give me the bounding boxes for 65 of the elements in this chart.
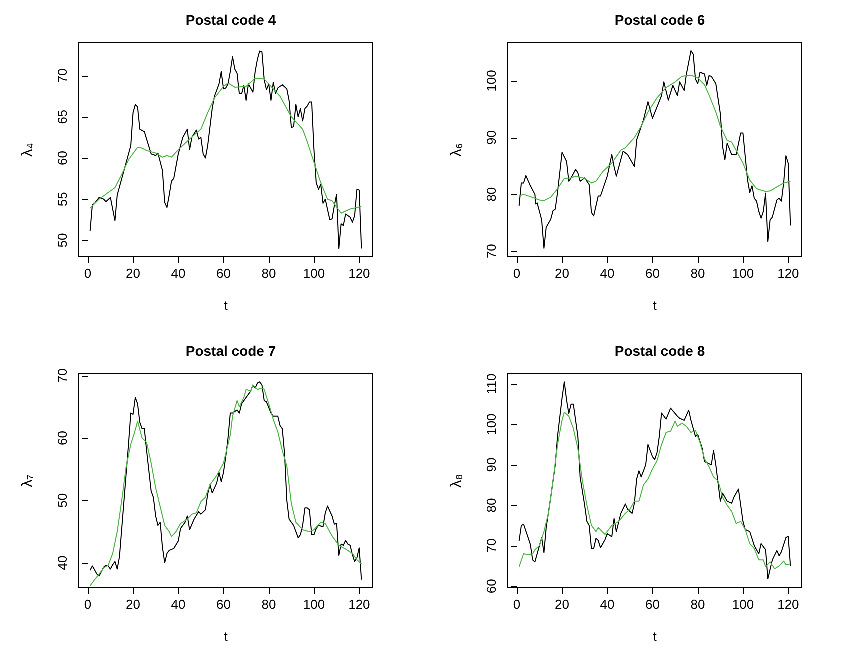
x-axis-title: t <box>224 298 228 313</box>
chart-title: Postal code 7 <box>186 343 276 359</box>
y-tick-label: 90 <box>484 130 499 146</box>
y-axis-title: λ₇ <box>19 474 36 488</box>
chart-title: Postal code 8 <box>614 343 706 359</box>
x-tick-label: 80 <box>262 266 276 281</box>
y-axis-title: λ₄ <box>19 143 36 157</box>
x-tick-label: 120 <box>778 266 800 281</box>
y-tick-label: 65 <box>55 110 70 124</box>
y-tick-label: 60 <box>484 579 499 594</box>
y-axis-title: λ₈ <box>448 474 465 488</box>
y-tick-label: 70 <box>484 244 499 259</box>
x-tick-label: 60 <box>646 266 660 281</box>
x-tick-label: 100 <box>732 266 754 281</box>
y-tick-label: 60 <box>55 150 70 166</box>
x-tick-label: 80 <box>690 266 706 281</box>
y-tick-label: 55 <box>55 192 70 207</box>
y-tick-label: 80 <box>484 498 499 513</box>
line-series <box>90 50 362 250</box>
x-tick-label: 0 <box>513 266 521 281</box>
x-tick-label: 40 <box>600 266 615 281</box>
x-tick-label: 20 <box>555 266 570 281</box>
x-tick-label: 60 <box>216 266 231 281</box>
x-tick-label: 20 <box>126 266 141 281</box>
x-tick-label: 0 <box>84 266 92 281</box>
chart-title: Postal code 4 <box>186 12 276 28</box>
line-series <box>518 382 792 580</box>
x-tick-label: 100 <box>303 597 326 612</box>
y-tick-label: 100 <box>484 70 499 92</box>
x-axis-title: t <box>224 629 228 644</box>
y-tick-label: 70 <box>484 538 499 554</box>
y-tick-label: 70 <box>55 368 70 384</box>
x-tick-label: 0 <box>513 597 521 612</box>
x-tick-label: 40 <box>171 266 186 281</box>
x-tick-label: 100 <box>303 266 326 281</box>
line-series <box>518 412 792 570</box>
y-tick-label: 80 <box>484 187 499 202</box>
y-axis-title: λ₆ <box>448 143 465 157</box>
x-tick-label: 120 <box>348 266 370 281</box>
x-tick-label: 100 <box>732 597 754 612</box>
y-tick-label: 110 <box>484 374 499 394</box>
x-tick-label: 60 <box>646 597 660 612</box>
y-tick-label: 50 <box>55 493 70 508</box>
x-tick-label: 20 <box>555 597 570 612</box>
x-tick-label: 20 <box>126 597 141 612</box>
chart-title: Postal code 6 <box>614 12 706 28</box>
x-tick-label: 80 <box>690 597 706 612</box>
y-tick-label: 60 <box>55 431 70 446</box>
x-tick-label: 120 <box>348 597 370 612</box>
y-tick-label: 70 <box>55 68 70 84</box>
x-tick-label: 0 <box>84 597 92 612</box>
x-axis-title: t <box>653 629 658 644</box>
x-tick-label: 80 <box>262 597 276 612</box>
y-tick-label: 50 <box>55 233 70 248</box>
y-tick-label: 100 <box>484 414 499 436</box>
y-tick-label: 90 <box>484 458 499 472</box>
y-tick-label: 40 <box>55 556 70 570</box>
x-tick-label: 120 <box>778 597 800 612</box>
x-tick-label: 40 <box>600 597 615 612</box>
line-series <box>518 74 792 202</box>
line-series <box>90 78 362 214</box>
line-series <box>518 50 792 249</box>
x-axis-title: t <box>653 298 658 313</box>
x-tick-label: 60 <box>216 597 231 612</box>
x-tick-label: 40 <box>171 597 186 612</box>
